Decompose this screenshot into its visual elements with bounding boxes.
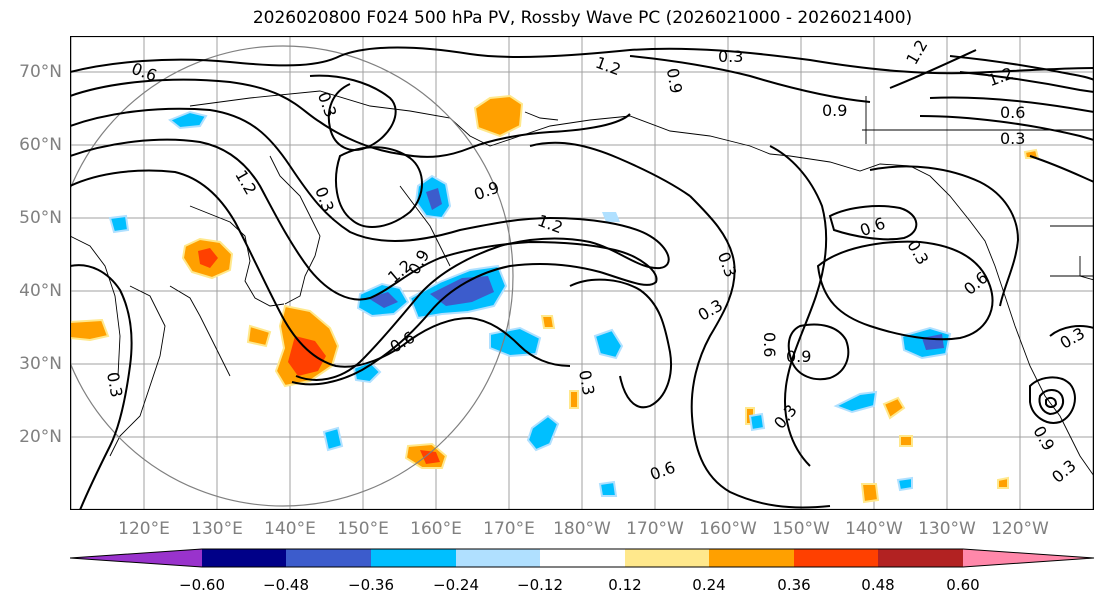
anomaly-patch bbox=[598, 480, 618, 497]
anomaly-patch bbox=[168, 110, 208, 130]
contour-label-0.9: 0.9 bbox=[822, 101, 847, 120]
anomaly-patch bbox=[426, 188, 442, 210]
lat-label-30n: 30°N bbox=[19, 354, 62, 374]
colorbar-tick: 0.60 bbox=[946, 576, 980, 594]
colorbar-segment bbox=[456, 549, 540, 567]
contour-label-0.6: 0.6 bbox=[647, 458, 677, 485]
anomaly-patch bbox=[70, 318, 110, 342]
contour-label-0.3: 0.3 bbox=[718, 47, 743, 66]
anomaly-patch bbox=[430, 276, 494, 306]
lon-label-170e: 170°E bbox=[483, 519, 535, 539]
colorbar-tick: −0.12 bbox=[517, 576, 563, 594]
contour-label-1.2: 1.2 bbox=[535, 211, 565, 238]
colorbar-outline bbox=[70, 548, 1095, 568]
contour-label-0.3: 0.3 bbox=[1057, 323, 1089, 352]
lat-label-70n: 70°N bbox=[19, 62, 62, 82]
contour-label-0.3: 0.3 bbox=[103, 371, 126, 399]
map-title: 2026020800 F024 500 hPa PV, Rossby Wave … bbox=[252, 8, 913, 28]
colorbar-segment bbox=[202, 549, 286, 567]
colorbar-tick: −0.48 bbox=[263, 576, 309, 594]
contour-label-0.6: 0.6 bbox=[960, 268, 992, 299]
contour-label-0.6: 0.6 bbox=[1000, 103, 1025, 122]
anomaly-patch bbox=[420, 450, 440, 464]
colorbar bbox=[70, 548, 1095, 568]
lon-label-120w: 120°W bbox=[991, 519, 1049, 539]
lon-label-170w: 170°W bbox=[626, 519, 684, 539]
colorbar-segment bbox=[371, 549, 456, 567]
lon-label-160e: 160°E bbox=[410, 519, 462, 539]
anomaly-patch bbox=[882, 396, 906, 420]
contour-label-0.6: 0.6 bbox=[760, 332, 779, 357]
anomaly-patch bbox=[997, 476, 1009, 489]
colorbar-tick: 0.36 bbox=[777, 576, 811, 594]
colorbar-tick: −0.60 bbox=[179, 576, 225, 594]
contour-labels: 0.3 0.3 0.3 0.3 0.3 0.3 0.3 0.3 0.3 0.3 … bbox=[103, 36, 1088, 486]
colorbar-tick: 0.12 bbox=[608, 576, 642, 594]
anomaly-patch bbox=[198, 248, 218, 268]
anomaly-patch bbox=[246, 324, 272, 348]
anomaly-patch bbox=[288, 336, 326, 376]
colorbar-segment bbox=[963, 549, 1094, 567]
anomaly-shading bbox=[70, 94, 1040, 504]
contour-label-0.3: 0.3 bbox=[1000, 129, 1025, 148]
lon-label-180w: 180°W bbox=[553, 519, 611, 539]
anomaly-patch bbox=[569, 390, 579, 409]
anomaly-patch bbox=[860, 483, 880, 504]
lon-label-130e: 130°E bbox=[191, 519, 243, 539]
anomaly-patch bbox=[896, 476, 913, 492]
colorbar-tick: −0.36 bbox=[348, 576, 394, 594]
colorbar-segment bbox=[540, 549, 625, 567]
anomaly-patch bbox=[602, 212, 620, 222]
coastlines bbox=[70, 90, 1094, 477]
colorbar-segment bbox=[794, 549, 878, 567]
contour-label-0.3: 0.3 bbox=[1048, 456, 1080, 487]
anomaly-patch bbox=[473, 94, 524, 138]
colorbar-segment bbox=[286, 549, 371, 567]
colorbar-segment bbox=[70, 549, 202, 567]
colorbar-segment bbox=[878, 549, 963, 567]
contour-label-0.3: 0.3 bbox=[714, 249, 741, 279]
lat-label-50n: 50°N bbox=[19, 208, 62, 228]
lat-label-60n: 60°N bbox=[19, 135, 62, 155]
contour-label-0.3: 0.3 bbox=[770, 401, 801, 433]
lon-label-140e: 140°E bbox=[264, 519, 316, 539]
reference-circle bbox=[70, 45, 514, 507]
anomaly-patch bbox=[540, 315, 556, 329]
pv-contours bbox=[70, 46, 1094, 510]
contour-label-1.2: 1.2 bbox=[902, 36, 931, 68]
gridlines bbox=[70, 36, 1094, 510]
lat-label-40n: 40°N bbox=[19, 281, 62, 301]
colorbar-segment bbox=[709, 549, 794, 567]
map-border bbox=[70, 36, 1094, 510]
contour-label-0.9: 0.9 bbox=[471, 178, 501, 205]
contour-label-1.2: 1.2 bbox=[985, 64, 1015, 91]
lon-label-120e: 120°E bbox=[118, 519, 170, 539]
lon-label-150w: 150°W bbox=[772, 519, 830, 539]
lon-label-140w: 140°W bbox=[845, 519, 903, 539]
anomaly-patch bbox=[899, 435, 913, 447]
anomaly-patch bbox=[322, 426, 344, 452]
colorbar-tick: 0.48 bbox=[861, 576, 895, 594]
contour-label-0.9: 0.9 bbox=[1029, 423, 1058, 455]
anomaly-patch bbox=[748, 412, 766, 432]
contour-label-0.9: 0.9 bbox=[786, 347, 811, 366]
map-panel: 0.3 0.3 0.3 0.3 0.3 0.3 0.3 0.3 0.3 0.3 … bbox=[70, 36, 1094, 510]
anomaly-patch bbox=[593, 328, 624, 360]
contour-label-0.9: 0.9 bbox=[663, 67, 686, 95]
anomaly-patch bbox=[833, 390, 878, 414]
anomaly-patch bbox=[526, 414, 560, 452]
contour-label-0.3: 0.3 bbox=[311, 184, 338, 214]
contour-label-0.3: 0.3 bbox=[575, 369, 598, 397]
lon-label-160w: 160°W bbox=[699, 519, 757, 539]
lat-label-20n: 20°N bbox=[19, 427, 62, 447]
colorbar-tick: −0.24 bbox=[433, 576, 479, 594]
contour-label-1.2: 1.2 bbox=[593, 53, 623, 80]
contour-label-0.3: 0.3 bbox=[695, 295, 727, 324]
contour-label-1.2: 1.2 bbox=[231, 167, 260, 199]
lon-label-130w: 130°W bbox=[918, 519, 976, 539]
colorbar-tick: 0.24 bbox=[692, 576, 726, 594]
lon-label-150e: 150°E bbox=[337, 519, 389, 539]
colorbar-segment bbox=[625, 549, 709, 567]
anomaly-patch bbox=[108, 214, 130, 234]
